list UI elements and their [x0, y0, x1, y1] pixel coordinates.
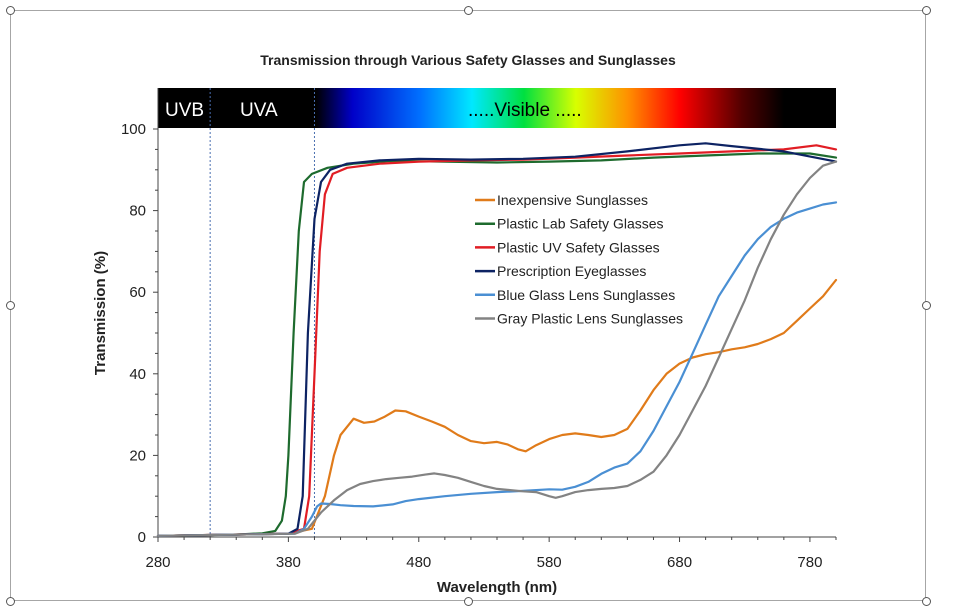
y-tick-label: 60: [129, 284, 146, 301]
series-line-prescription-eyeglasses: [156, 142, 838, 537]
resize-handle-top[interactable]: [464, 6, 473, 15]
y-tick-label: 20: [129, 447, 146, 464]
y-tick-label: 100: [121, 121, 146, 138]
legend-label: Blue Glass Lens Sunglasses: [497, 287, 675, 303]
legend-label: Gray Plastic Lens Sunglasses: [497, 311, 683, 327]
band-label-visible: .....Visible .....: [468, 100, 582, 121]
x-tick-label: 580: [537, 554, 562, 571]
band-label-uva: UVA: [240, 100, 278, 121]
resize-handle-top-right[interactable]: [922, 6, 931, 15]
x-tick-label: 680: [667, 554, 692, 571]
resize-handle-right[interactable]: [922, 301, 931, 310]
series-line-plastic-uv-safety-glasses: [156, 144, 838, 537]
series-line-plastic-lab-safety-glasses: [156, 152, 838, 537]
spectrum-band-uv: [158, 88, 316, 128]
series-line-inexpensive-sunglasses: [156, 278, 838, 537]
resize-handle-left[interactable]: [6, 301, 15, 310]
y-tick-label: 0: [138, 529, 146, 546]
x-tick-label: 780: [797, 554, 822, 571]
resize-handle-top-left[interactable]: [6, 6, 15, 15]
y-tick-label: 80: [129, 203, 146, 220]
series-line-blue-glass-lens-sunglasses: [156, 201, 838, 537]
band-label-uvb: UVB: [165, 100, 204, 121]
x-tick-label: 480: [406, 554, 431, 571]
x-tick-label: 380: [276, 554, 301, 571]
resize-handle-bottom-left[interactable]: [6, 597, 15, 606]
x-axis-title: Wavelength (nm): [437, 579, 557, 596]
y-tick-label: 40: [129, 366, 146, 383]
spectrum-band-visible: [316, 88, 836, 128]
x-tick-label: 280: [145, 554, 170, 571]
series-line-gray-plastic-lens-sunglasses: [156, 160, 838, 537]
chart-title: Transmission through Various Safety Glas…: [260, 52, 676, 68]
legend-label: Inexpensive Sunglasses: [497, 192, 648, 208]
y-axis-title: Transmission (%): [92, 251, 109, 375]
legend-label: Plastic Lab Safety Glasses: [497, 216, 664, 232]
resize-handle-bottom[interactable]: [464, 597, 473, 606]
resize-handle-bottom-right[interactable]: [922, 597, 931, 606]
legend-label: Prescription Eyeglasses: [497, 263, 646, 279]
legend-label: Plastic UV Safety Glasses: [497, 239, 660, 255]
